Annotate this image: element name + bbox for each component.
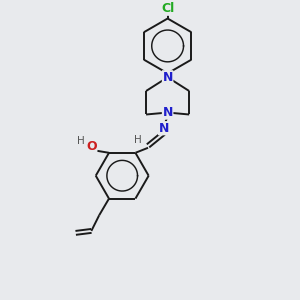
- Text: H: H: [134, 135, 142, 145]
- Text: N: N: [158, 122, 169, 135]
- Text: H: H: [77, 136, 85, 146]
- Text: N: N: [162, 71, 173, 84]
- Text: O: O: [86, 140, 97, 153]
- Text: Cl: Cl: [161, 2, 174, 15]
- Text: N: N: [162, 106, 173, 119]
